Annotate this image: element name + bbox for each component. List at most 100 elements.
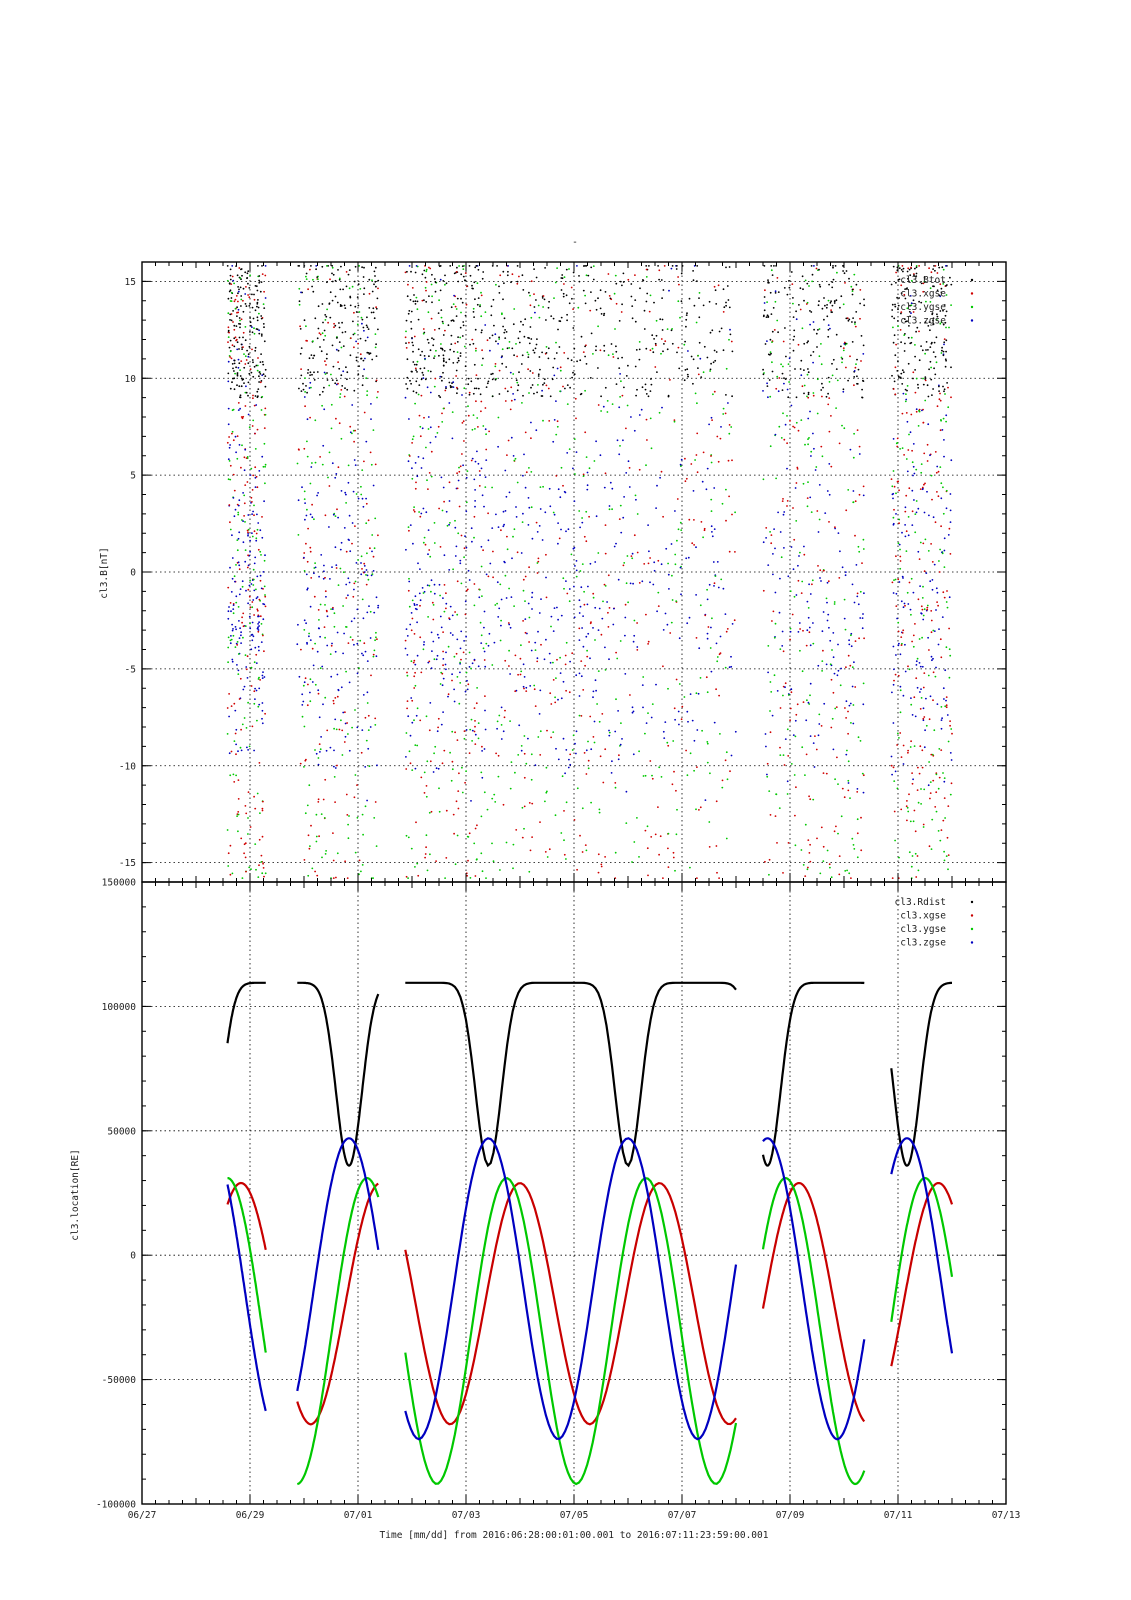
b-data-point: [906, 320, 908, 323]
b-data-point: [613, 292, 616, 295]
b-data-point: [894, 393, 897, 396]
b-data-point: [363, 368, 365, 371]
b-data-point: [602, 405, 605, 408]
b-data-point: [509, 787, 512, 790]
b-data-point: [257, 306, 260, 309]
b-data-point: [783, 764, 786, 766]
b-data-point: [833, 603, 836, 605]
b-data-point: [356, 323, 359, 326]
b-data-point: [375, 655, 378, 658]
b-data-point: [264, 465, 266, 468]
b-data-point: [500, 356, 503, 359]
b-data-point: [692, 358, 695, 361]
b-data-point: [915, 265, 918, 267]
b-data-point: [896, 787, 899, 790]
b-data-point: [766, 340, 768, 342]
b-data-point: [614, 782, 617, 784]
b-data-point: [321, 856, 323, 859]
b-data-point: [949, 276, 951, 279]
b-data-point: [509, 371, 512, 374]
b-data-point: [667, 832, 670, 835]
b-data-point: [466, 285, 468, 288]
b-data-point: [835, 368, 838, 370]
b-data-point: [846, 317, 849, 319]
b-data-point: [546, 790, 548, 793]
b-data-point: [417, 318, 420, 321]
b-data-point: [361, 652, 363, 655]
b-data-point: [580, 715, 583, 717]
b-data-point: [812, 742, 815, 744]
b-data-point: [480, 771, 483, 774]
b-data-point: [685, 557, 688, 560]
b-data-point: [324, 334, 327, 337]
b-data-point: [425, 301, 428, 303]
b-data-point: [930, 610, 933, 612]
b-data-point: [912, 371, 915, 374]
b-data-point: [894, 673, 897, 676]
b-data-point: [896, 442, 899, 444]
b-data-point: [847, 654, 850, 657]
b-data-point: [453, 294, 455, 297]
b-data-point: [261, 835, 264, 838]
b-data-point: [258, 762, 261, 764]
b-data-point: [424, 856, 426, 859]
b-data-point: [456, 739, 459, 741]
b-data-point: [238, 348, 240, 350]
b-data-point: [819, 569, 822, 572]
b-data-point: [578, 275, 580, 277]
b-data-point: [710, 510, 713, 512]
b-data-point: [613, 607, 615, 610]
b-data-point: [438, 394, 440, 397]
b-data-point: [899, 732, 902, 734]
b-data-point: [427, 342, 430, 344]
b-data-point: [649, 417, 652, 420]
b-data-point: [354, 429, 356, 432]
b-data-point: [496, 265, 498, 267]
b-data-point: [945, 507, 948, 510]
b-data-point: [702, 451, 705, 454]
b-data-point: [563, 839, 565, 842]
b-data-point: [315, 265, 318, 267]
b-data-point: [259, 550, 262, 553]
b-data-point: [365, 440, 368, 443]
b-data-point: [249, 317, 252, 319]
b-data-point: [592, 736, 595, 738]
b-data-point: [430, 317, 433, 320]
b-data-point: [240, 642, 243, 644]
b-data-point: [512, 373, 515, 375]
b-data-point: [923, 672, 926, 674]
b-data-point: [547, 357, 550, 360]
b-data-point: [304, 812, 307, 815]
b-data-point: [855, 283, 858, 286]
b-data-point: [411, 287, 414, 289]
b-data-point: [240, 318, 243, 321]
b-data-point: [512, 843, 515, 846]
b-data-point: [789, 638, 791, 641]
b-data-point: [319, 635, 321, 638]
b-data-point: [449, 751, 451, 754]
b-data-point: [535, 429, 538, 432]
b-data-point: [366, 351, 369, 354]
b-data-point: [920, 697, 923, 699]
b-data-point: [917, 869, 920, 872]
b-data-point: [320, 736, 322, 738]
b-data-point: [894, 366, 897, 369]
b-data-point: [693, 304, 696, 307]
b-data-point: [429, 370, 432, 373]
b-data-point: [374, 266, 377, 269]
b-data-point: [943, 439, 945, 441]
b-data-point: [786, 442, 788, 445]
b-data-point: [715, 800, 718, 803]
b-data-point: [324, 314, 327, 316]
b-data-point: [564, 663, 567, 666]
b-data-point: [367, 747, 370, 750]
b-data-point: [943, 549, 946, 552]
b-data-point: [375, 379, 378, 382]
b-data-point: [313, 371, 315, 374]
b-data-point: [945, 489, 948, 492]
b-data-point: [848, 704, 851, 707]
b-data-point: [465, 501, 468, 504]
b-data-point: [927, 550, 930, 552]
b-data-point: [317, 763, 320, 766]
b-data-point: [840, 667, 842, 670]
